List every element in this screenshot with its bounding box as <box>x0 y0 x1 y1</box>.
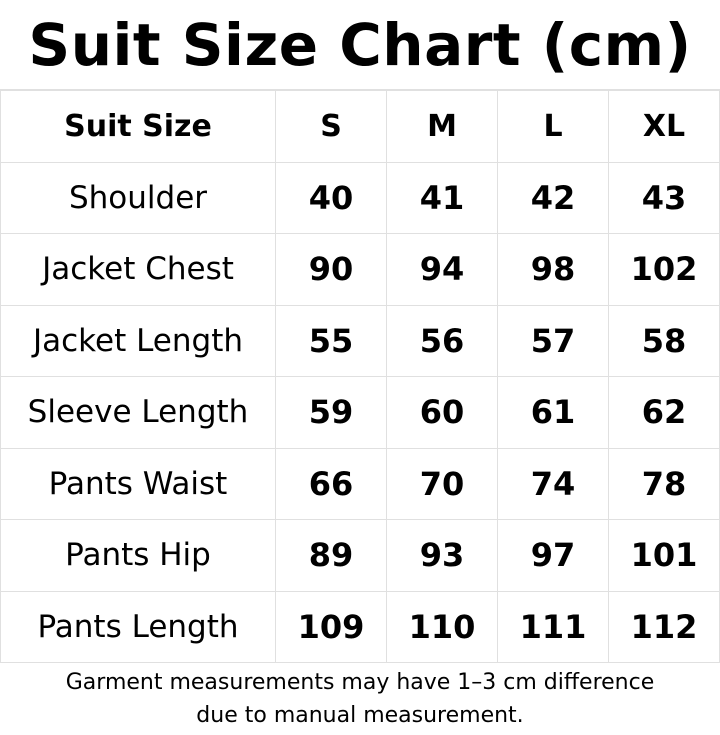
table-cell: 89 <box>275 519 387 592</box>
table-cell: 94 <box>386 233 498 306</box>
table-cell: 61 <box>497 376 609 449</box>
footnote-line: Garment measurements may have 1–3 cm dif… <box>65 670 655 695</box>
table-cell: 60 <box>386 376 498 449</box>
table-cell: 57 <box>497 304 609 377</box>
table-row: Jacket Length 55 56 57 58 <box>0 304 720 377</box>
table-cell: 112 <box>608 590 720 663</box>
column-header: M <box>386 90 498 163</box>
table-cell: 40 <box>275 161 387 234</box>
column-header: L <box>497 90 609 163</box>
table-cell: 43 <box>608 161 720 234</box>
table-cell: 58 <box>608 304 720 377</box>
row-label: Pants Hip <box>0 519 276 592</box>
table-cell: 56 <box>386 304 498 377</box>
table-cell: 41 <box>386 161 498 234</box>
page-title: Suit Size Chart (cm) <box>0 0 720 90</box>
table-row: Sleeve Length 59 60 61 62 <box>0 376 720 449</box>
row-label: Shoulder <box>0 161 276 234</box>
table-row: Pants Waist 66 70 74 78 <box>0 447 720 520</box>
row-label: Jacket Chest <box>0 233 276 306</box>
table-cell: 74 <box>497 447 609 520</box>
column-header: Suit Size <box>0 90 276 163</box>
column-header: S <box>275 90 387 163</box>
table-header-row: Suit Size S M L XL <box>0 90 720 163</box>
table-cell: 93 <box>386 519 498 592</box>
table-cell: 109 <box>275 590 387 663</box>
row-label: Pants Length <box>0 590 276 663</box>
table-cell: 70 <box>386 447 498 520</box>
table-row: Shoulder 40 41 42 43 <box>0 161 720 234</box>
table-cell: 111 <box>497 590 609 663</box>
table-cell: 97 <box>497 519 609 592</box>
row-label: Pants Waist <box>0 447 276 520</box>
row-label: Sleeve Length <box>0 376 276 449</box>
table-cell: 42 <box>497 161 609 234</box>
table-row: Pants Length 109 110 111 112 <box>0 590 720 663</box>
table-cell: 101 <box>608 519 720 592</box>
table-cell: 98 <box>497 233 609 306</box>
table-cell: 55 <box>275 304 387 377</box>
table-cell: 110 <box>386 590 498 663</box>
table-row: Pants Hip 89 93 97 101 <box>0 519 720 592</box>
table-cell: 102 <box>608 233 720 306</box>
table-cell: 78 <box>608 447 720 520</box>
table-cell: 62 <box>608 376 720 449</box>
table-cell: 66 <box>275 447 387 520</box>
column-header: XL <box>608 90 720 163</box>
size-table: Suit Size S M L XL Shoulder 40 41 42 43 Jacke… <box>0 90 720 663</box>
footnote-line: due to manual measurement. <box>196 703 524 728</box>
table-row: Jacket Chest 90 94 98 102 <box>0 233 720 306</box>
table-cell: 90 <box>275 233 387 306</box>
row-label: Jacket Length <box>0 304 276 377</box>
table-cell: 59 <box>275 376 387 449</box>
footnote: Garment measurements may have 1–3 cm dif… <box>0 663 720 735</box>
